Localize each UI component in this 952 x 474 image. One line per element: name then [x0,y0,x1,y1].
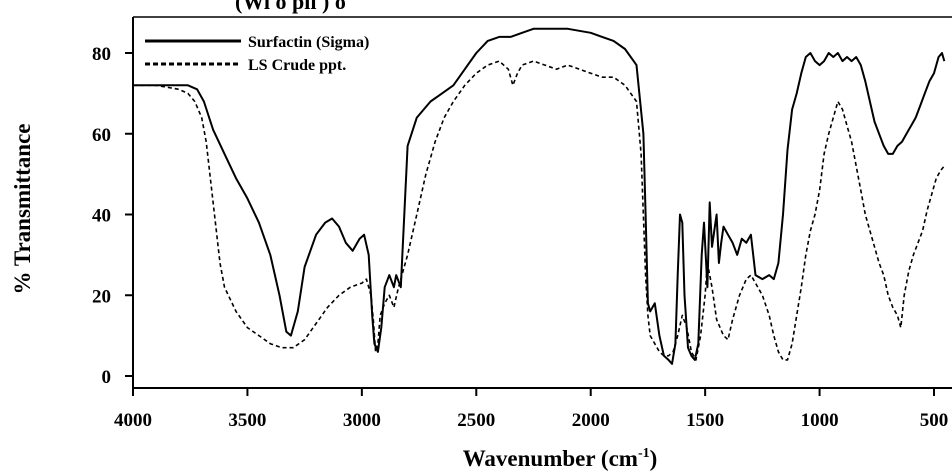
y-tick-label-20: 20 [92,286,111,307]
legend-label-ls-crude: LS Crude ppt. [248,57,346,74]
y-tick-label-40: 40 [92,206,111,227]
x-axis-title: Wavenumber (cm-1) [463,446,658,471]
x-axis-title-superscript: -1 [638,446,650,461]
plot-frame [132,16,952,389]
x-axis-ticks: 4000 3500 3000 2500 2000 1500 1000 500 [114,388,948,431]
clipped-title: (Wi o pli ) o [235,0,346,14]
y-tick-label-60: 60 [92,125,111,146]
y-tick-label-0: 0 [102,367,112,388]
y-axis-title: % Transmittance [10,124,35,295]
x-tick-label-4000: 4000 [114,410,152,431]
legend: Surfactin (Sigma) LS Crude ppt. [145,34,369,74]
x-axis-title-text: Wavenumber (cm [463,446,638,471]
series-line-ls-crude [133,60,945,361]
y-tick-label-80: 80 [92,44,111,65]
x-axis-title-close: ) [650,446,658,471]
legend-label-surfactin: Surfactin (Sigma) [248,34,369,51]
series-line-surfactin [133,27,946,365]
x-tick-label-1000: 1000 [801,410,839,431]
x-tick-label-2500: 2500 [457,410,495,431]
series-layer [133,27,946,365]
y-axis-title-text: % Transmittance [10,124,35,295]
y-axis-ticks: 0 20 40 60 80 [92,44,133,388]
x-tick-label-500: 500 [920,410,949,431]
x-tick-label-3500: 3500 [228,410,266,431]
x-tick-label-3000: 3000 [343,410,381,431]
x-tick-label-1500: 1500 [686,410,724,431]
x-tick-label-2000: 2000 [572,410,610,431]
